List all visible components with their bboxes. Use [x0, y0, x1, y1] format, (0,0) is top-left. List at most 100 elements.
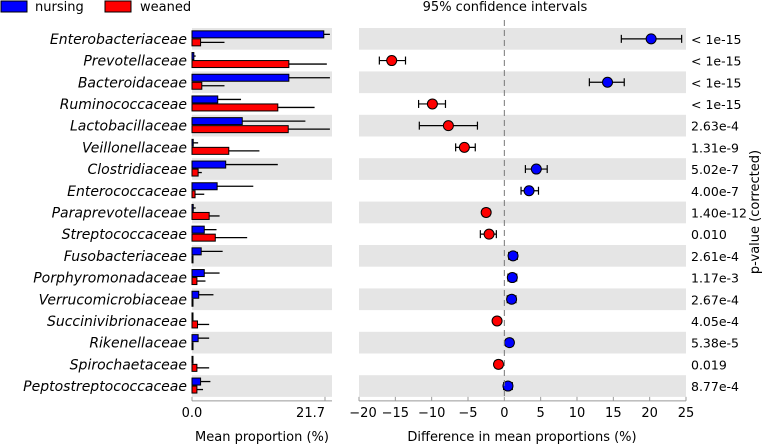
row-band-left: [192, 331, 332, 354]
bar-nursing: [191, 52, 195, 61]
legend-swatch-weaned: [104, 0, 132, 13]
difference-point: [506, 293, 518, 305]
bar-weaned: [191, 233, 216, 242]
bar-nursing: [191, 203, 194, 212]
row-band-right: [359, 28, 686, 50]
taxon-label: Spirochaetaceae: [70, 357, 187, 373]
p-value-label: 5.38e-5: [691, 336, 739, 351]
p-value-label: 4.00e-7: [691, 184, 739, 199]
p-value-label: 0.019: [691, 357, 727, 372]
right-x-tick-label: −5: [458, 406, 477, 421]
legend-swatch-nursing: [0, 0, 28, 13]
bar-weaned: [191, 168, 199, 177]
bar-nursing: [191, 377, 202, 386]
bar-weaned: [191, 103, 279, 112]
difference-point: [386, 55, 398, 67]
p-value-label: 2.61e-4: [691, 249, 739, 264]
right-x-tick-label: 5: [537, 406, 545, 421]
bar-weaned: [191, 146, 230, 155]
bar-weaned: [191, 385, 198, 394]
bar-weaned: [191, 363, 198, 372]
bar-weaned: [191, 60, 290, 69]
row-band-right: [359, 201, 686, 224]
bar-weaned: [191, 211, 210, 220]
difference-point: [480, 206, 492, 218]
p-value-label: < 1e-15: [691, 54, 742, 69]
p-value-label: < 1e-15: [691, 75, 742, 90]
p-value-label: 4.05e-4: [691, 314, 739, 329]
row-band-left: [192, 245, 332, 267]
taxon-label: Fusobacteriaceae: [64, 249, 187, 265]
bar-nursing: [191, 290, 200, 299]
bar-nursing: [191, 138, 194, 147]
bar-weaned: [191, 190, 196, 199]
legend-label-nursing: nursing: [35, 0, 84, 15]
taxon-label: Clostridiaceae: [87, 162, 187, 178]
difference-point: [645, 33, 657, 45]
left-x-axis-label: Mean proportion (%): [195, 430, 329, 444]
taxon-label: Paraprevotellaceae: [52, 205, 187, 221]
legend-label-weaned: weaned: [140, 0, 191, 15]
bar-nursing: [191, 160, 227, 169]
right-x-tick-label: −20: [349, 406, 376, 421]
difference-point: [493, 358, 505, 370]
taxon-label: Bacteroidaceae: [78, 75, 187, 91]
right-x-tick-label: 15: [605, 406, 622, 421]
difference-point: [530, 163, 542, 175]
p-value-label: < 1e-15: [691, 32, 742, 47]
difference-point: [523, 185, 535, 197]
chart-title: 95% confidence intervals: [423, 0, 588, 15]
p-value-label: 0.010: [691, 227, 727, 242]
row-band-left: [192, 201, 332, 224]
row-band-right: [359, 114, 686, 137]
bar-weaned: [191, 38, 202, 47]
bar-nursing: [191, 225, 205, 234]
row-band-right: [359, 245, 686, 267]
taxon-label: Succinivibrionaceae: [47, 314, 187, 330]
bar-weaned: [191, 125, 289, 134]
left-x-tick-label: 0.0: [182, 406, 203, 421]
taxon-label: Prevotellaceae: [83, 54, 187, 70]
difference-point: [426, 98, 438, 110]
row-band-left: [192, 158, 332, 180]
bar-nursing: [191, 247, 202, 256]
p-value-label: 8.77e-4: [691, 379, 739, 394]
bar-nursing: [191, 182, 218, 191]
p-value-axis-label: p-value (corrected): [748, 150, 763, 274]
taxon-label: Verrucomicrobiaceae: [39, 292, 187, 308]
right-x-tick-label: −10: [418, 406, 445, 421]
p-value-label: 1.31e-9: [691, 140, 739, 155]
right-x-axis-label: Difference in mean proportions (%): [407, 430, 636, 444]
taxon-label: Veillonellaceae: [82, 140, 187, 156]
row-band-right: [359, 375, 686, 397]
bar-weaned: [191, 320, 199, 329]
bar-nursing: [191, 269, 205, 278]
p-value-label: 5.02e-7: [691, 162, 739, 177]
difference-point: [483, 228, 495, 240]
taxon-label: Peptostreptococcaceae: [23, 379, 187, 395]
bar-weaned: [191, 81, 203, 90]
difference-point: [507, 250, 519, 262]
p-value-label: 2.63e-4: [691, 119, 739, 134]
taxon-label: Ruminococcaceae: [60, 97, 187, 113]
bar-nursing: [191, 73, 290, 82]
row-band-left: [192, 288, 332, 311]
right-x-tick-label: 0: [500, 406, 508, 421]
p-value-label: 1.40e-12: [691, 205, 747, 220]
difference-point: [442, 120, 454, 132]
row-band-right: [359, 331, 686, 354]
row-band-right: [359, 288, 686, 311]
right-x-tick-label: 10: [569, 406, 586, 421]
right-x-tick-label: 20: [641, 406, 658, 421]
taxon-label: Enterobacteriaceae: [50, 32, 187, 48]
difference-point: [503, 337, 515, 349]
difference-point: [502, 380, 514, 392]
taxon-label: Streptococcaceae: [62, 227, 187, 243]
row-band-right: [359, 71, 686, 94]
taxon-label: Enterococcaceae: [67, 184, 187, 200]
bar-nursing: [191, 117, 243, 126]
bar-nursing: [191, 95, 219, 104]
right-x-tick-label: −15: [382, 406, 409, 421]
difference-point: [506, 272, 518, 284]
